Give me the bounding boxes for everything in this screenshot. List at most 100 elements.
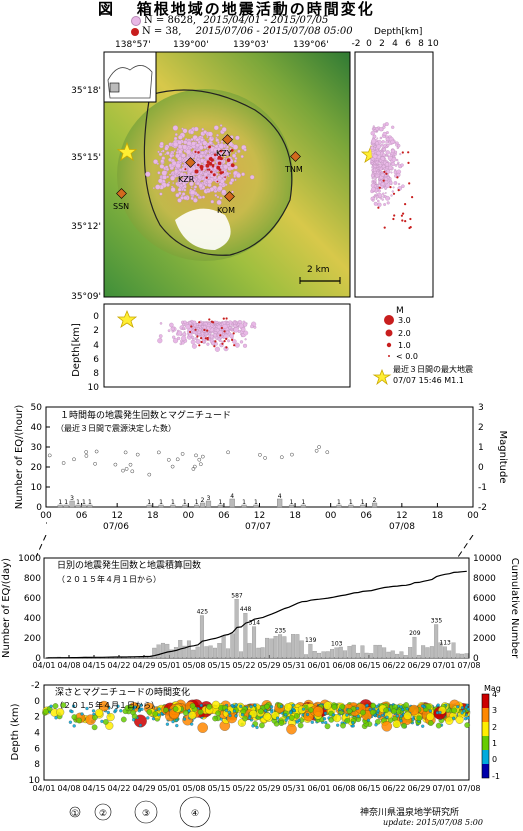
depth-ns-dot [235, 321, 238, 325]
depth-ns-recent-dot [223, 340, 226, 343]
daily-bar [278, 634, 283, 659]
station-markers: KZY TNM KZR SSN KOM [113, 134, 303, 215]
hourly-bar [146, 504, 152, 508]
lake-ashi [175, 208, 231, 250]
hourly-yticks-left: 0 10 20 30 40 50 [31, 403, 50, 513]
depth-ns-dot [191, 343, 197, 349]
daily-bar [330, 649, 335, 659]
hourly-ytick-right: 2 [478, 423, 484, 433]
depthmag-dot [365, 703, 369, 708]
daily-peak-label: 103 [331, 641, 343, 648]
recent-epicenter-dot [211, 164, 215, 167]
recent-epicenter-dot [217, 161, 222, 166]
depth-ew-dot [386, 143, 390, 147]
daily-bar [230, 633, 235, 659]
depth-ns-dot [170, 326, 175, 331]
epicenter-dot [205, 144, 209, 148]
depthmag-dot [189, 703, 196, 709]
hourly-mag-point [325, 450, 330, 455]
epicenter-dot [190, 186, 193, 189]
depth-ew-dot [376, 159, 379, 163]
epicenter-dot [235, 135, 240, 141]
epicenter-dot [234, 156, 238, 160]
depth-section-ew: Depth[km] -2 0 2 4 6 8 10 [352, 27, 439, 298]
depthmag-dot [428, 709, 433, 713]
hourly-bar-label: 1 [64, 499, 68, 506]
daily-bar [165, 643, 170, 659]
epicenter-dot [217, 185, 223, 191]
depth-ew-dot [379, 136, 383, 140]
depthmag-dot [71, 704, 76, 708]
epicenter-dot [177, 187, 182, 192]
epicenter-dot [206, 135, 209, 139]
daily-xticks: 04/01 04/08 04/15 04/22 04/29 05/01 05/08 05/15… [32, 655, 481, 670]
depth-ew-recent-dot [407, 161, 410, 164]
depthmag-xtick: 06/29 [407, 784, 430, 793]
depth-ew-recent-dot [382, 179, 385, 182]
scale-label: 2 km [307, 265, 330, 275]
recent-epicenter-dot [194, 169, 199, 174]
epicenter-dot [233, 174, 237, 178]
epicenter-dot [183, 188, 187, 192]
depthmag-dot [283, 713, 288, 717]
hourly-xtick: 00 [325, 511, 337, 521]
hourly-xtick: 18 [289, 511, 301, 521]
depthmag-dot [234, 714, 238, 718]
epicenter-dot [210, 136, 213, 139]
depth-right-title: Depth[km] [374, 27, 422, 37]
depthmag-dot [102, 719, 109, 725]
depthmag-dot [242, 715, 248, 722]
epicenter-dot [200, 150, 205, 155]
recent-epicenter-dot [194, 150, 197, 153]
epicenter-dot [228, 141, 234, 147]
epicenter-dot [232, 153, 237, 158]
epicenter-dot [216, 195, 220, 199]
svg-text:4: 4 [392, 39, 398, 49]
daily-yticks-left: 0 200 400 600 800 1000 [18, 554, 41, 664]
daily-bar [464, 653, 469, 659]
depthmag-dot [451, 716, 456, 720]
epicenter-dot [228, 151, 232, 154]
daily-bar [351, 644, 356, 659]
epicenter-dot [177, 140, 182, 145]
depthmag-dot [206, 703, 213, 710]
depthmag-xticks: 04/01 04/08 04/15 04/22 04/29 05/01 05/08 05/15… [32, 784, 480, 793]
magnitude-legend: M 3.0 2.0 1.0 < 0.0 最近３日間の最大地震 07/07 15:… [372, 306, 473, 386]
svg-text:2: 2 [93, 326, 99, 336]
daily-ytick-left: 600 [24, 594, 41, 604]
depth-ew-dot [385, 154, 388, 157]
depthmag-ytick: 0 [34, 697, 40, 707]
depth-ew-dot [400, 163, 404, 167]
depth-ns-dot [205, 332, 209, 335]
depthmag-dot [340, 722, 346, 729]
svg-text:2.0: 2.0 [398, 329, 411, 338]
depth-ew-dot [381, 198, 384, 201]
depthmag-ytick: -2 [31, 681, 40, 691]
hourly-bar [81, 504, 87, 508]
depthmag-xtick: 04/15 [82, 784, 105, 793]
depth-ew-dot [380, 173, 385, 177]
depth-ew-dot [396, 158, 399, 162]
epicenter-dot [198, 145, 204, 150]
depth-ew-dots [369, 122, 414, 230]
depthmag-dot [292, 708, 296, 713]
daily-bar [360, 645, 365, 659]
depth-ns-dot [188, 333, 193, 338]
recent-epicenter-dot [208, 145, 212, 149]
hourly-xtick: 12 [111, 511, 122, 521]
epicenter-dot [249, 174, 255, 180]
station-kzr-label: KZR [178, 175, 195, 184]
depthmag-dot [182, 709, 189, 716]
epicenter-dot [164, 146, 169, 151]
depth-ew-dot [377, 199, 380, 203]
hourly-ytick-right: -1 [478, 483, 487, 493]
epicenter-dot [193, 197, 198, 203]
daily-ytick-left: 800 [24, 574, 41, 584]
svg-text:35°12': 35°12' [71, 222, 101, 232]
svg-text:< 0.0: < 0.0 [396, 352, 418, 361]
depth-ew-dot [371, 179, 375, 182]
svg-text:8: 8 [93, 369, 99, 379]
daily-bar [243, 613, 248, 659]
svg-text:35°15': 35°15' [71, 153, 101, 163]
depth-ns-dot [214, 323, 216, 325]
